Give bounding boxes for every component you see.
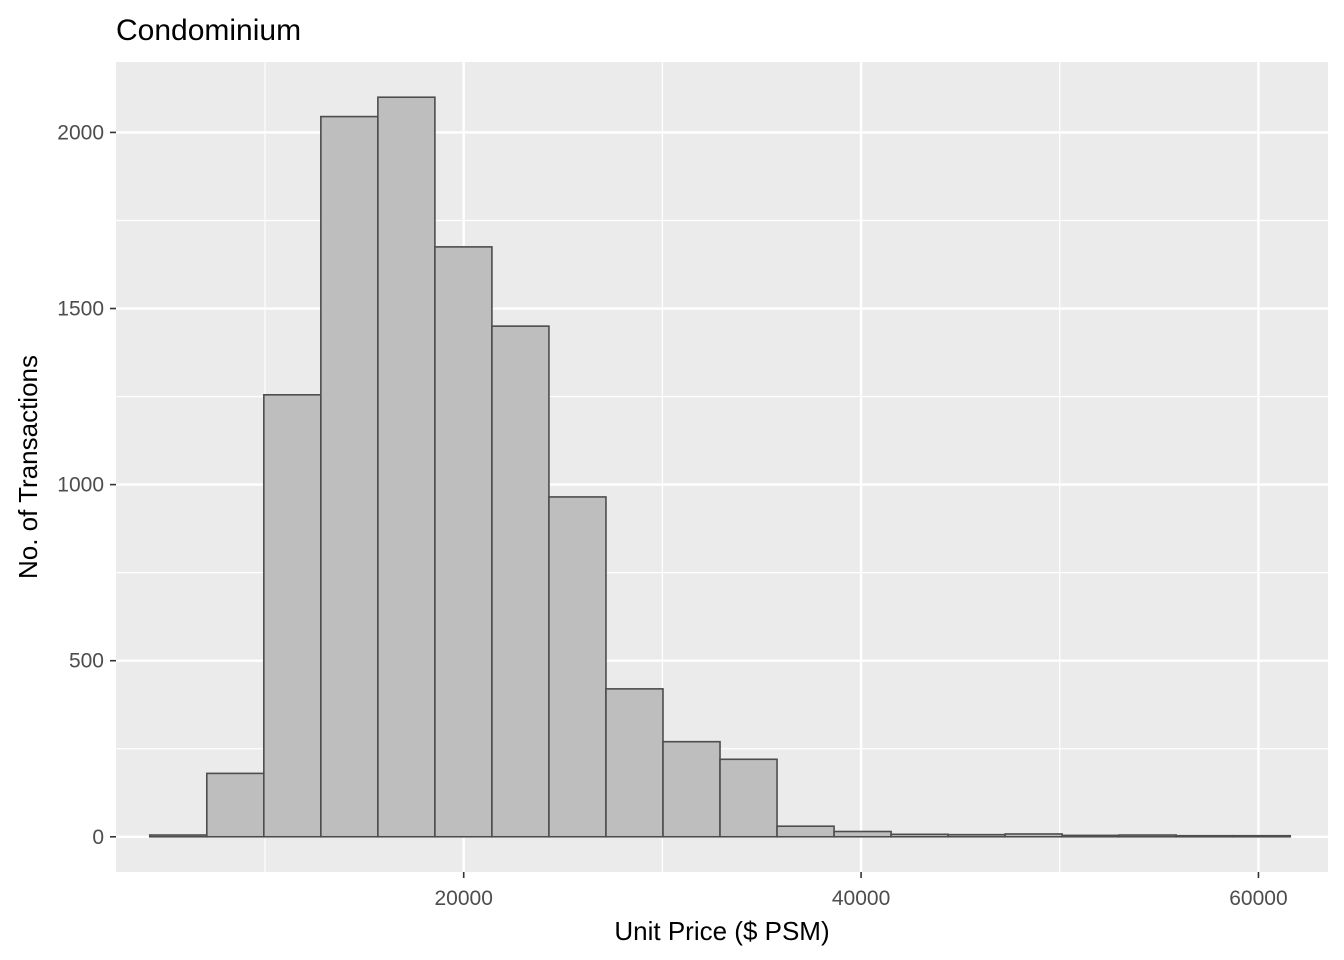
histogram-bar (947, 833, 1006, 838)
histogram-bar (890, 833, 949, 838)
y-tick-label: 1500 (57, 298, 104, 321)
histogram-bar (776, 825, 835, 838)
histogram-bar (1232, 834, 1292, 838)
histogram-bar (1004, 833, 1063, 838)
y-tick-label: 2000 (57, 121, 104, 144)
histogram-bar (148, 834, 208, 838)
histogram-bar (263, 394, 322, 838)
histogram-bar (662, 740, 721, 838)
chart-title: Condominium (116, 14, 301, 47)
histogram-bar (833, 830, 892, 838)
histogram-bar (1175, 834, 1235, 838)
x-tick-label: 60000 (1229, 887, 1287, 910)
y-tick-label: 0 (92, 826, 104, 849)
histogram-bar (605, 688, 664, 838)
x-tick-label: 40000 (832, 887, 890, 910)
histogram-bar (206, 772, 265, 838)
histogram-bar (434, 246, 493, 838)
x-tick-label: 20000 (435, 887, 493, 910)
y-tick-label: 1000 (57, 474, 104, 497)
y-tick-label: 500 (69, 650, 104, 673)
x-axis: 20000 40000 60000 (435, 872, 1288, 910)
x-axis-title: Unit Price ($ PSM) (614, 916, 829, 946)
y-axis: 0 500 1000 1500 2000 (57, 121, 116, 849)
histogram-bar (320, 115, 379, 838)
y-axis-title: No. of Transactions (13, 355, 43, 579)
histogram-bar (491, 325, 550, 838)
histogram-bar (1061, 834, 1120, 838)
histogram-bar (377, 96, 436, 838)
histogram-bar (1118, 834, 1178, 838)
histogram-bar (548, 496, 607, 838)
histogram-bars (148, 96, 1292, 838)
histogram-bar (719, 758, 778, 838)
